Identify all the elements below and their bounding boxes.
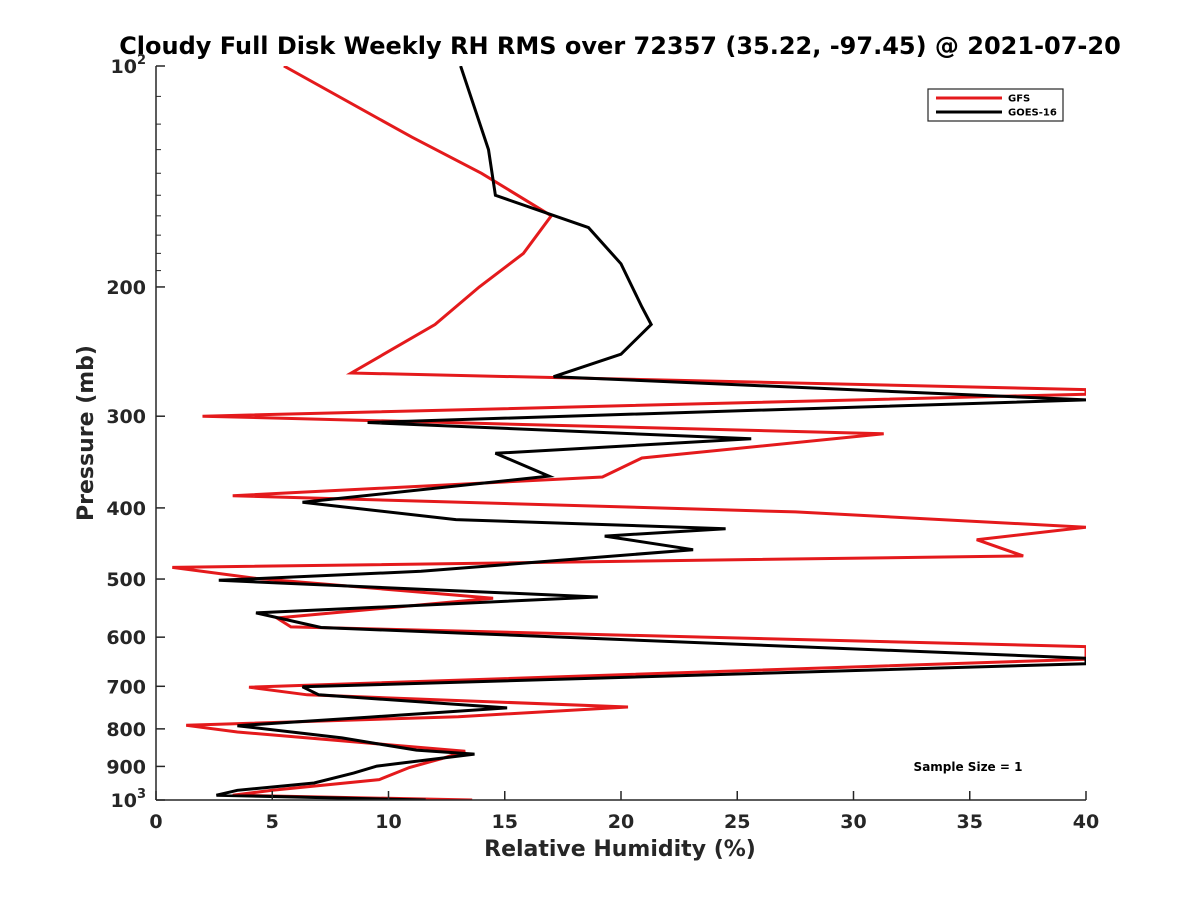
legend-label-gfs: GFS [1008, 94, 1030, 105]
y-axis-label: Pressure (mb) [74, 345, 99, 521]
y-tick-label: 103 [111, 787, 147, 812]
y-tick-label: 800 [106, 719, 146, 741]
x-tick-label: 25 [724, 811, 750, 833]
x-tick-label: 5 [266, 811, 279, 833]
y-tick-label: 300 [106, 406, 146, 428]
y-tick-label: 200 [106, 277, 146, 299]
sample-size-annotation: Sample Size = 1 [914, 760, 1023, 774]
x-axis-label: Relative Humidity (%) [484, 837, 756, 862]
y-tick-label: 400 [106, 498, 146, 520]
plot-series [172, 66, 1086, 800]
y-axis-ticks: 102 200 300 400 500 600 700 800 900 103 [106, 53, 165, 812]
chart-title: Cloudy Full Disk Weekly RH RMS over 7235… [119, 32, 1121, 60]
x-tick-label: 20 [608, 811, 634, 833]
x-tick-label: 35 [957, 811, 983, 833]
x-axis-ticks: 0 5 10 15 20 25 30 35 40 [149, 791, 1099, 833]
y-tick-label: 102 [111, 53, 147, 78]
x-tick-label: 40 [1073, 811, 1099, 833]
x-tick-label: 15 [492, 811, 518, 833]
y-tick-label: 900 [106, 756, 146, 778]
x-tick-label: 10 [375, 811, 401, 833]
y-tick-label: 500 [106, 569, 146, 591]
x-tick-label: 30 [840, 811, 866, 833]
y-tick-label: 700 [106, 676, 146, 698]
legend-box [927, 88, 1064, 122]
legend: GFS GOES-16 [927, 88, 1064, 122]
legend-label-goes-16: GOES-16 [1008, 108, 1057, 119]
series-line-goes-16 [216, 66, 1086, 800]
y-tick-label: 600 [106, 627, 146, 649]
x-tick-label: 0 [149, 811, 162, 833]
